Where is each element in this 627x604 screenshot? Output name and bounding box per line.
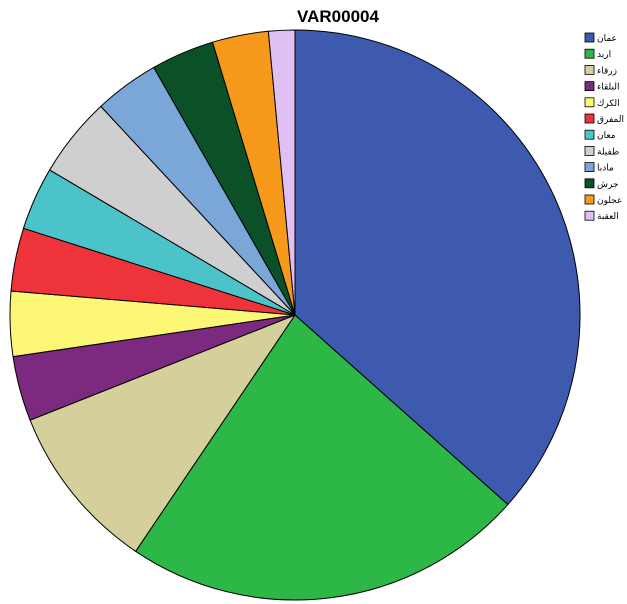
legend-label: اربد <box>597 50 611 60</box>
legend-label: جرش <box>597 180 619 190</box>
legend-swatch <box>584 81 595 91</box>
legend-swatch <box>584 32 595 43</box>
legend-label: مادبا <box>597 164 614 174</box>
legend-label: العقبة <box>597 212 619 222</box>
legend-label: طفيلة <box>597 147 619 157</box>
legend-label: زرقاء <box>597 66 617 76</box>
legend-swatch <box>584 210 595 221</box>
legend-swatch <box>584 97 595 108</box>
legend-label: المفرق <box>597 115 624 125</box>
pie-slice <box>294 29 581 506</box>
legend-swatch <box>584 48 595 59</box>
legend: عمان اربد زرقاء البلقاء الكرك المفرق معان طفيلة… <box>584 32 624 222</box>
legend-swatch <box>584 65 595 75</box>
legend-label: عمان <box>597 34 617 44</box>
pie-slice <box>267 29 296 316</box>
pie-slice <box>29 313 297 552</box>
legend-label: الكرك <box>597 99 620 109</box>
legend-swatch <box>584 178 595 189</box>
chart-title: VAR00004 <box>297 7 379 26</box>
pie-slice <box>134 314 509 601</box>
legend-swatch <box>584 113 595 124</box>
legend-swatch <box>584 194 595 205</box>
legend-swatch <box>584 162 595 173</box>
pie-slices <box>9 29 581 601</box>
legend-label: معان <box>597 131 616 141</box>
legend-swatch <box>584 129 595 140</box>
legend-swatch <box>584 145 595 156</box>
legend-label: البلقاء <box>597 83 619 93</box>
legend-label: عجلون <box>597 196 622 206</box>
